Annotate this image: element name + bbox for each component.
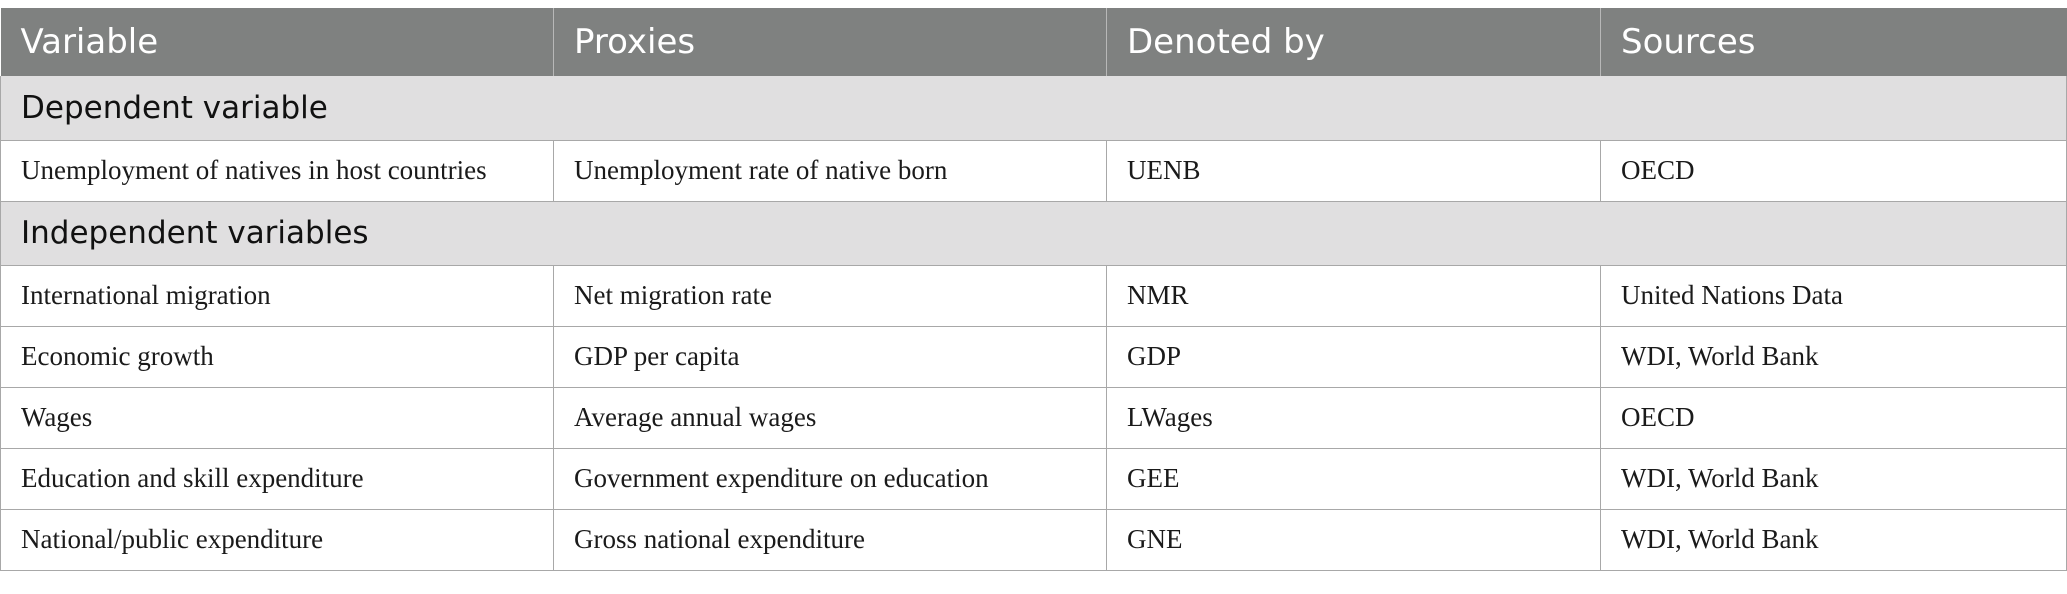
cell-variable: Education and skill expenditure	[0, 447, 554, 510]
cell-denoted-by: NMR	[1106, 264, 1601, 327]
variables-table: Variable Proxies Denoted by Sources Depe…	[0, 8, 2067, 571]
cell-denoted-by: GDP	[1106, 325, 1601, 388]
cell-variable: Unemployment of natives in host countrie…	[0, 139, 554, 202]
table-row: Unemployment of natives in host countrie…	[0, 139, 2067, 202]
table-header-row: Variable Proxies Denoted by Sources	[0, 8, 2067, 76]
table-row: Economic growth GDP per capita GDP WDI, …	[0, 325, 2067, 388]
section-title: Independent variables	[0, 201, 2067, 266]
cell-sources: OECD	[1600, 386, 2067, 449]
cell-sources: WDI, World Bank	[1600, 325, 2067, 388]
column-header-variable: Variable	[0, 8, 554, 76]
section-row-independent: Independent variables	[0, 201, 2067, 266]
column-header-sources: Sources	[1600, 8, 2067, 76]
column-header-denoted-by: Denoted by	[1106, 8, 1601, 76]
cell-sources: OECD	[1600, 139, 2067, 202]
table-row: Education and skill expenditure Governme…	[0, 447, 2067, 510]
cell-denoted-by: LWages	[1106, 386, 1601, 449]
cell-variable: Wages	[0, 386, 554, 449]
table-row: Wages Average annual wages LWages OECD	[0, 386, 2067, 449]
cell-variable: National/public expenditure	[0, 508, 554, 571]
cell-denoted-by: GEE	[1106, 447, 1601, 510]
table-row: International migration Net migration ra…	[0, 264, 2067, 327]
cell-sources: United Nations Data	[1600, 264, 2067, 327]
cell-proxies: Government expenditure on education	[553, 447, 1107, 510]
cell-proxies: Gross national expenditure	[553, 508, 1107, 571]
section-title: Dependent variable	[0, 76, 2067, 141]
column-header-proxies: Proxies	[553, 8, 1107, 76]
cell-proxies: Net migration rate	[553, 264, 1107, 327]
cell-variable: Economic growth	[0, 325, 554, 388]
cell-sources: WDI, World Bank	[1600, 447, 2067, 510]
cell-sources: WDI, World Bank	[1600, 508, 2067, 571]
cell-variable: International migration	[0, 264, 554, 327]
table-row: National/public expenditure Gross nation…	[0, 508, 2067, 571]
cell-proxies: GDP per capita	[553, 325, 1107, 388]
cell-denoted-by: UENB	[1106, 139, 1601, 202]
section-row-dependent: Dependent variable	[0, 76, 2067, 141]
cell-denoted-by: GNE	[1106, 508, 1601, 571]
cell-proxies: Unemployment rate of native born	[553, 139, 1107, 202]
cell-proxies: Average annual wages	[553, 386, 1107, 449]
